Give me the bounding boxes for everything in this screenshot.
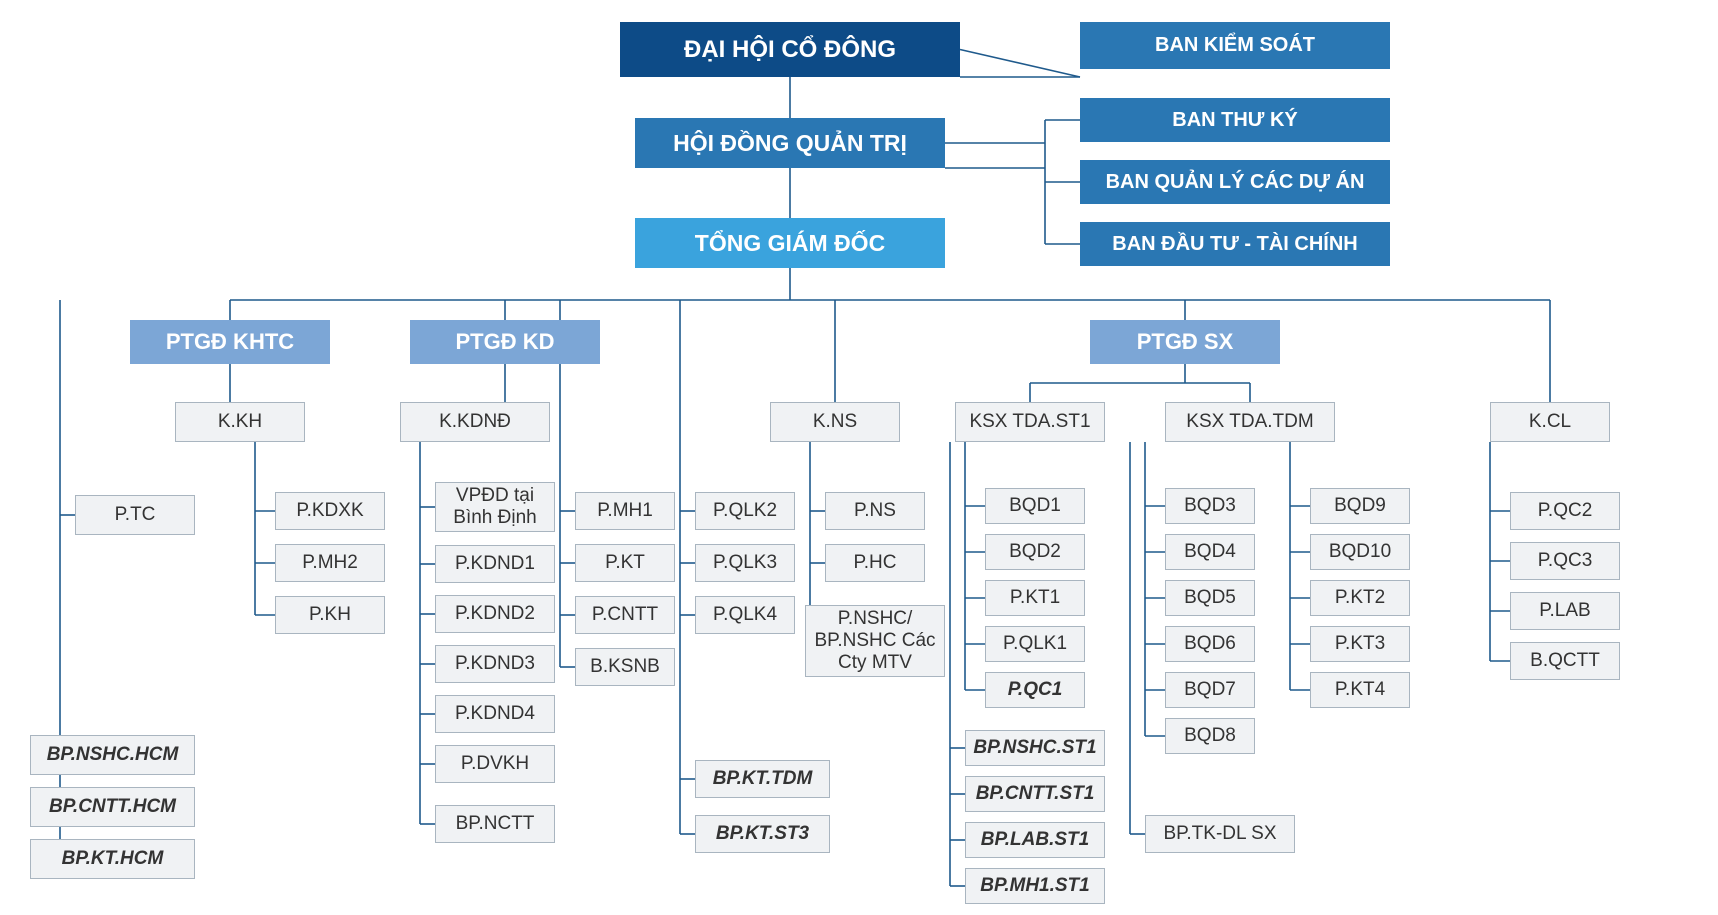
org-node-bks: BAN KIỂM SOÁT [1080,22,1390,69]
org-node-bqd1: BQD1 [985,488,1085,524]
org-node-kthcm: BP.KT.HCM [30,839,195,879]
org-node-ksnb: B.KSNB [575,648,675,686]
org-node-pmh2: P.MH2 [275,544,385,582]
org-node-qc3: P.QC3 [1510,542,1620,580]
org-node-dvkh: P.DVKH [435,745,555,783]
org-node-kttdm: BP.KT.TDM [695,760,830,798]
org-node-nshchcm: BP.NSHC.HCM [30,735,195,775]
org-node-pkt2: P.KT2 [1310,580,1410,616]
org-node-pkt1: P.KT1 [985,580,1085,616]
org-node-kdnd3: P.KDND3 [435,645,555,683]
org-node-kcl: K.CL [1490,402,1610,442]
org-node-ktst3: BP.KT.ST3 [695,815,830,853]
org-node-bqd3: BQD3 [1165,488,1255,524]
org-node-khtc: PTGĐ KHTC [130,320,330,364]
org-node-vpdd: VPĐD tại Bình Định [435,482,555,532]
org-node-sx: PTGĐ SX [1090,320,1280,364]
org-node-qctt: B.QCTT [1510,642,1620,680]
org-node-nctt: BP.NCTT [435,805,555,843]
org-node-phc: P.HC [825,544,925,582]
org-node-pns: P.NS [825,492,925,530]
org-node-bqd10: BQD10 [1310,534,1410,570]
org-node-bqd2: BQD2 [985,534,1085,570]
org-node-kkh: K.KH [175,402,305,442]
org-node-kdnd1: P.KDND1 [435,545,555,583]
org-node-ksxst1: KSX TDA.ST1 [955,402,1105,442]
org-node-labst1: BP.LAB.ST1 [965,822,1105,858]
org-node-kdnd4: P.KDND4 [435,695,555,733]
org-node-bqd6: BQD6 [1165,626,1255,662]
org-node-tgd: TỔNG GIÁM ĐỐC [635,218,945,268]
org-node-tkdl: BP.TK-DL SX [1145,815,1295,853]
org-node-bqd7: BQD7 [1165,672,1255,708]
org-node-cnttst1: BP.CNTT.ST1 [965,776,1105,812]
org-node-nshcst1: BP.NSHC.ST1 [965,730,1105,766]
org-node-kdnd2: P.KDND2 [435,595,555,633]
org-node-qlk4: P.QLK4 [695,596,795,634]
org-node-btk: BAN THƯ KÝ [1080,98,1390,142]
org-node-pkt3: P.KT3 [1310,626,1410,662]
org-node-qlk2: P.QLK2 [695,492,795,530]
org-node-pkdxk: P.KDXK [275,492,385,530]
org-node-pkt: P.KT [575,544,675,582]
org-node-bqd4: BQD4 [1165,534,1255,570]
org-node-cntt: P.CNTT [575,596,675,634]
org-node-bqd8: BQD8 [1165,718,1255,754]
org-node-cntthcm: BP.CNTT.HCM [30,787,195,827]
org-node-qlk1: P.QLK1 [985,626,1085,662]
org-node-kkdnd: K.KDNĐ [400,402,550,442]
org-node-bql: BAN QUẢN LÝ CÁC DỰ ÁN [1080,160,1390,204]
org-node-dhcd: ĐẠI HỘI CỔ ĐÔNG [620,22,960,77]
org-node-pkh2: P.KH [275,596,385,634]
org-node-mh1st1: BP.MH1.ST1 [965,868,1105,904]
org-node-kd: PTGĐ KD [410,320,600,364]
org-chart: ĐẠI HỘI CỔ ĐÔNG HỘI ĐỒNG QUẢN TRỊ TỔNG GIÁ… [0,0,1718,915]
org-node-qc2: P.QC2 [1510,492,1620,530]
org-node-pkt4: P.KT4 [1310,672,1410,708]
org-node-bqd9: BQD9 [1310,488,1410,524]
org-node-kns: K.NS [770,402,900,442]
org-node-hdqt: HỘI ĐỒNG QUẢN TRỊ [635,118,945,168]
org-node-pqc1: P.QC1 [985,672,1085,708]
org-node-pmh1: P.MH1 [575,492,675,530]
org-node-ptc: P.TC [75,495,195,535]
org-node-plab: P.LAB [1510,592,1620,630]
org-node-nshc: P.NSHC/ BP.NSHC Các Cty MTV [805,605,945,677]
org-node-ksxtdm: KSX TDA.TDM [1165,402,1335,442]
org-node-bdt: BAN ĐẦU TƯ - TÀI CHÍNH [1080,222,1390,266]
org-node-qlk3: P.QLK3 [695,544,795,582]
org-node-bqd5: BQD5 [1165,580,1255,616]
